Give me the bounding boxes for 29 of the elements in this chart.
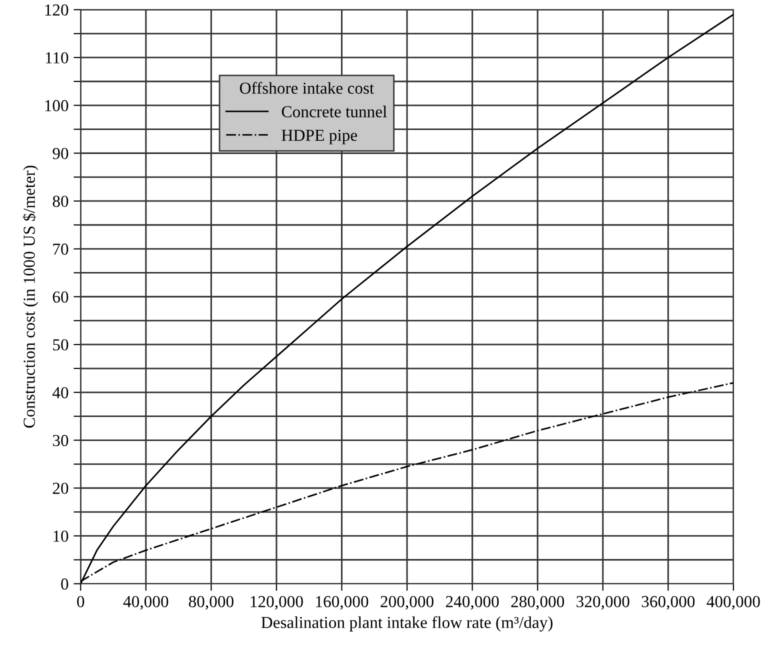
- legend-label: Concrete tunnel: [282, 106, 387, 118]
- y-tick-label: 10: [54, 530, 68, 542]
- x-tick-label: 80,000: [188, 596, 234, 610]
- legend-title: Offshore intake cost: [240, 82, 374, 94]
- y-tick-label: 90: [52, 148, 68, 160]
- y-tick-label: 50: [53, 339, 68, 350]
- y-tick-label: 110: [46, 52, 68, 64]
- x-tick-label: 280,000: [511, 596, 564, 610]
- x-axis-title: Desalination plant intake flow rate (m³/day): [261, 616, 553, 632]
- x-tick-label: 200,000: [380, 596, 434, 610]
- x-tick-label: 240,000: [446, 596, 499, 610]
- x-tick-label: 320,000: [576, 596, 630, 610]
- legend-label: HDPE pipe: [282, 130, 358, 144]
- y-tick-label: 60: [52, 291, 68, 303]
- x-tick-label: 400,000: [706, 596, 760, 610]
- y-tick-label: 80: [52, 196, 68, 207]
- x-tick-label: 40,000: [123, 596, 168, 610]
- y-tick-label: 30: [52, 434, 68, 446]
- y-tick-label: 100: [45, 100, 68, 112]
- y-tick-label: 70: [53, 244, 68, 255]
- y-axis-title: Construction cost (in 1000 US $/meter): [22, 166, 38, 428]
- y-tick-label: 0: [61, 578, 68, 590]
- x-tick-label: 360,000: [642, 596, 695, 610]
- x-tick-label: 120,000: [250, 596, 303, 610]
- y-tick-label: 120: [45, 4, 68, 16]
- y-tick-label: 40: [52, 387, 68, 398]
- y-tick-label: 20: [52, 482, 68, 494]
- x-tick-label: 160,000: [316, 596, 368, 610]
- x-tick-label: 0: [77, 596, 84, 608]
